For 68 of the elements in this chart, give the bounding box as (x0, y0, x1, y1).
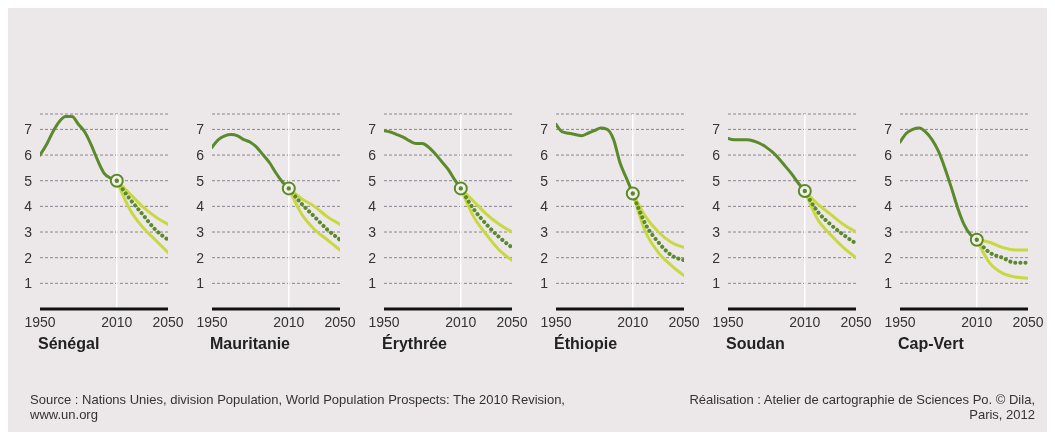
y-tick-label: 7 (712, 121, 721, 138)
y-tick-label: 1 (884, 275, 893, 292)
y-tick-label: 7 (368, 121, 377, 138)
y-tick-label: 3 (884, 224, 893, 240)
text: Éthiopie (553, 335, 619, 353)
x-tick-label: 2010 (101, 313, 133, 330)
y-tick-label: 2 (368, 249, 377, 266)
y-tick-label: 2 (24, 249, 33, 266)
text: Cap-Vert (897, 335, 965, 353)
x-tick-label: 2010 (445, 313, 477, 330)
x-tick-label: 1950 (368, 313, 400, 330)
x-tick-label: 2050 (496, 313, 528, 330)
text: Sénégal (37, 335, 101, 353)
x-tick-label: 2050 (840, 313, 872, 330)
y-tick-label: 4 (712, 198, 721, 215)
x-tick-label: 2010 (273, 313, 305, 330)
y-tick-label: 6 (884, 147, 893, 164)
y-tick-label: 7 (196, 121, 205, 138)
text: Mauritanie (209, 335, 291, 353)
y-tick-label: 3 (24, 224, 33, 240)
x-tick-label: 2050 (324, 313, 356, 330)
text: Soudan (725, 335, 786, 353)
y-tick-label: 7 (884, 121, 893, 138)
source-note: Source : Nations Unies, division Population, World Population Prospects: The 2010 Revision, www.un.org (30, 392, 566, 422)
y-tick-label: 5 (540, 172, 549, 189)
x-tick-label: 2010 (789, 313, 821, 330)
text: Érythrée (381, 335, 448, 353)
x-tick-label: 2010 (617, 313, 649, 330)
y-tick-label: 1 (196, 275, 205, 292)
y-tick-label: 5 (884, 172, 893, 189)
y-tick-label: 5 (196, 172, 205, 189)
y-tick-label: 1 (712, 275, 721, 292)
x-tick-label: 2050 (668, 313, 700, 330)
y-tick-label: 7 (24, 121, 33, 138)
y-tick-label: 3 (196, 224, 205, 240)
x-tick-label: 1950 (884, 313, 916, 330)
x-tick-label: 1950 (712, 313, 744, 330)
y-tick-label: 6 (368, 147, 377, 164)
y-tick-label: 3 (368, 224, 377, 240)
x-tick-label: 1950 (196, 313, 228, 330)
y-tick-label: 2 (712, 249, 721, 266)
y-tick-label: 2 (884, 249, 893, 266)
y-tick-label: 4 (24, 198, 33, 215)
x-tick-label: 2010 (961, 313, 993, 330)
y-tick-label: 6 (196, 147, 205, 164)
y-tick-label: 1 (368, 275, 377, 292)
y-tick-label: 4 (540, 198, 549, 215)
y-tick-label: 4 (368, 198, 377, 215)
y-tick-label: 5 (712, 172, 721, 189)
y-tick-label: 5 (24, 172, 33, 189)
y-tick-label: 3 (712, 224, 721, 240)
x-tick-label: 1950 (540, 313, 572, 330)
y-tick-label: 2 (540, 249, 549, 266)
y-tick-label: 3 (540, 224, 549, 240)
y-tick-label: 5 (368, 172, 377, 189)
y-tick-label: 6 (712, 147, 721, 164)
x-tick-label: 2050 (1012, 313, 1044, 330)
y-tick-label: 6 (540, 147, 549, 164)
y-tick-label: 2 (196, 249, 205, 266)
x-tick-label: 2050 (152, 313, 184, 330)
x-tick-label: 1950 (24, 313, 56, 330)
y-tick-label: 4 (884, 198, 893, 215)
text: Réalisation : Atelier de cartographie de Sciences Po. © Dila, Paris, 2012 (688, 392, 1035, 422)
y-tick-label: 7 (540, 121, 549, 138)
y-tick-label: 4 (196, 198, 205, 215)
y-tick-label: 6 (24, 147, 33, 164)
y-tick-label: 1 (24, 275, 33, 292)
y-tick-label: 1 (540, 275, 549, 292)
